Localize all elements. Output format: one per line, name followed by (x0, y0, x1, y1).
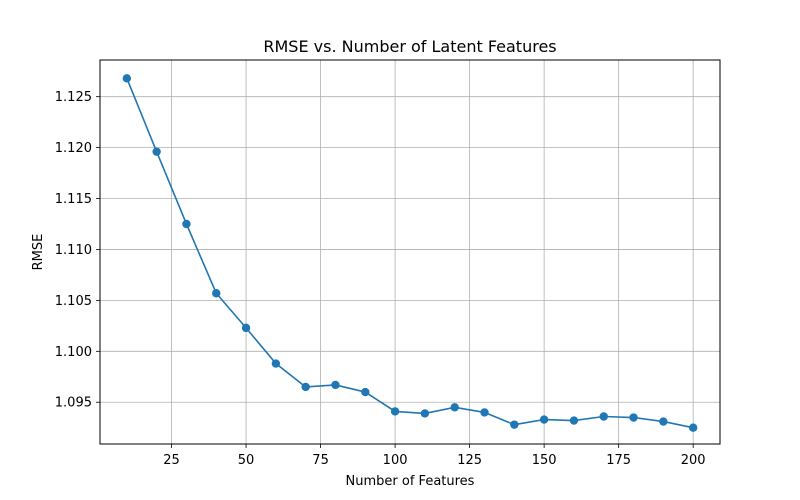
x-tick-label: 75 (312, 453, 329, 468)
data-point (182, 219, 191, 229)
x-tick-label: 50 (238, 453, 255, 468)
x-tick-label: 200 (681, 453, 706, 468)
data-point (212, 289, 221, 298)
data-point (510, 420, 519, 429)
series-line (126, 78, 694, 429)
data-point (539, 415, 549, 424)
data-point (420, 409, 430, 418)
data-point (390, 407, 400, 416)
data-point (599, 412, 608, 421)
y-axis-label: RMSE (31, 234, 46, 271)
y-tick-label: 1.110 (55, 243, 92, 258)
data-point (122, 74, 132, 83)
data-point (361, 387, 370, 397)
y-tick-label: 1.120 (55, 141, 92, 156)
grid-lines (100, 60, 720, 444)
series-rmse (122, 74, 698, 432)
x-axis-label: Number of Features (346, 474, 475, 489)
data-point (152, 147, 161, 156)
data-point (629, 413, 638, 422)
plot-area-frame (99, 59, 721, 445)
data-point (569, 416, 579, 425)
y-tick-label: 1.100 (55, 345, 92, 360)
x-tick-label: 175 (606, 453, 631, 468)
y-tick-label: 1.115 (55, 192, 92, 207)
data-point (480, 408, 489, 417)
y-tick-label: 1.105 (55, 294, 92, 309)
y-tick-label: 1.095 (55, 396, 92, 411)
axis-ticks: 25 50 75 100 125 150 175 200 1.095 1.100 1.105 1.11… (55, 90, 706, 468)
data-point (301, 382, 310, 392)
chart-title: RMSE vs. Number of Latent Features (263, 37, 556, 56)
x-tick-label: 150 (532, 453, 557, 468)
data-point (271, 359, 281, 368)
data-point (241, 323, 251, 333)
x-tick-label: 25 (163, 453, 180, 468)
data-point (450, 403, 459, 412)
x-tick-label: 100 (383, 453, 408, 468)
x-tick-label: 125 (457, 453, 482, 468)
data-point (659, 417, 668, 426)
data-point (688, 423, 698, 432)
y-tick-label: 1.125 (55, 90, 92, 105)
data-point (331, 380, 340, 390)
